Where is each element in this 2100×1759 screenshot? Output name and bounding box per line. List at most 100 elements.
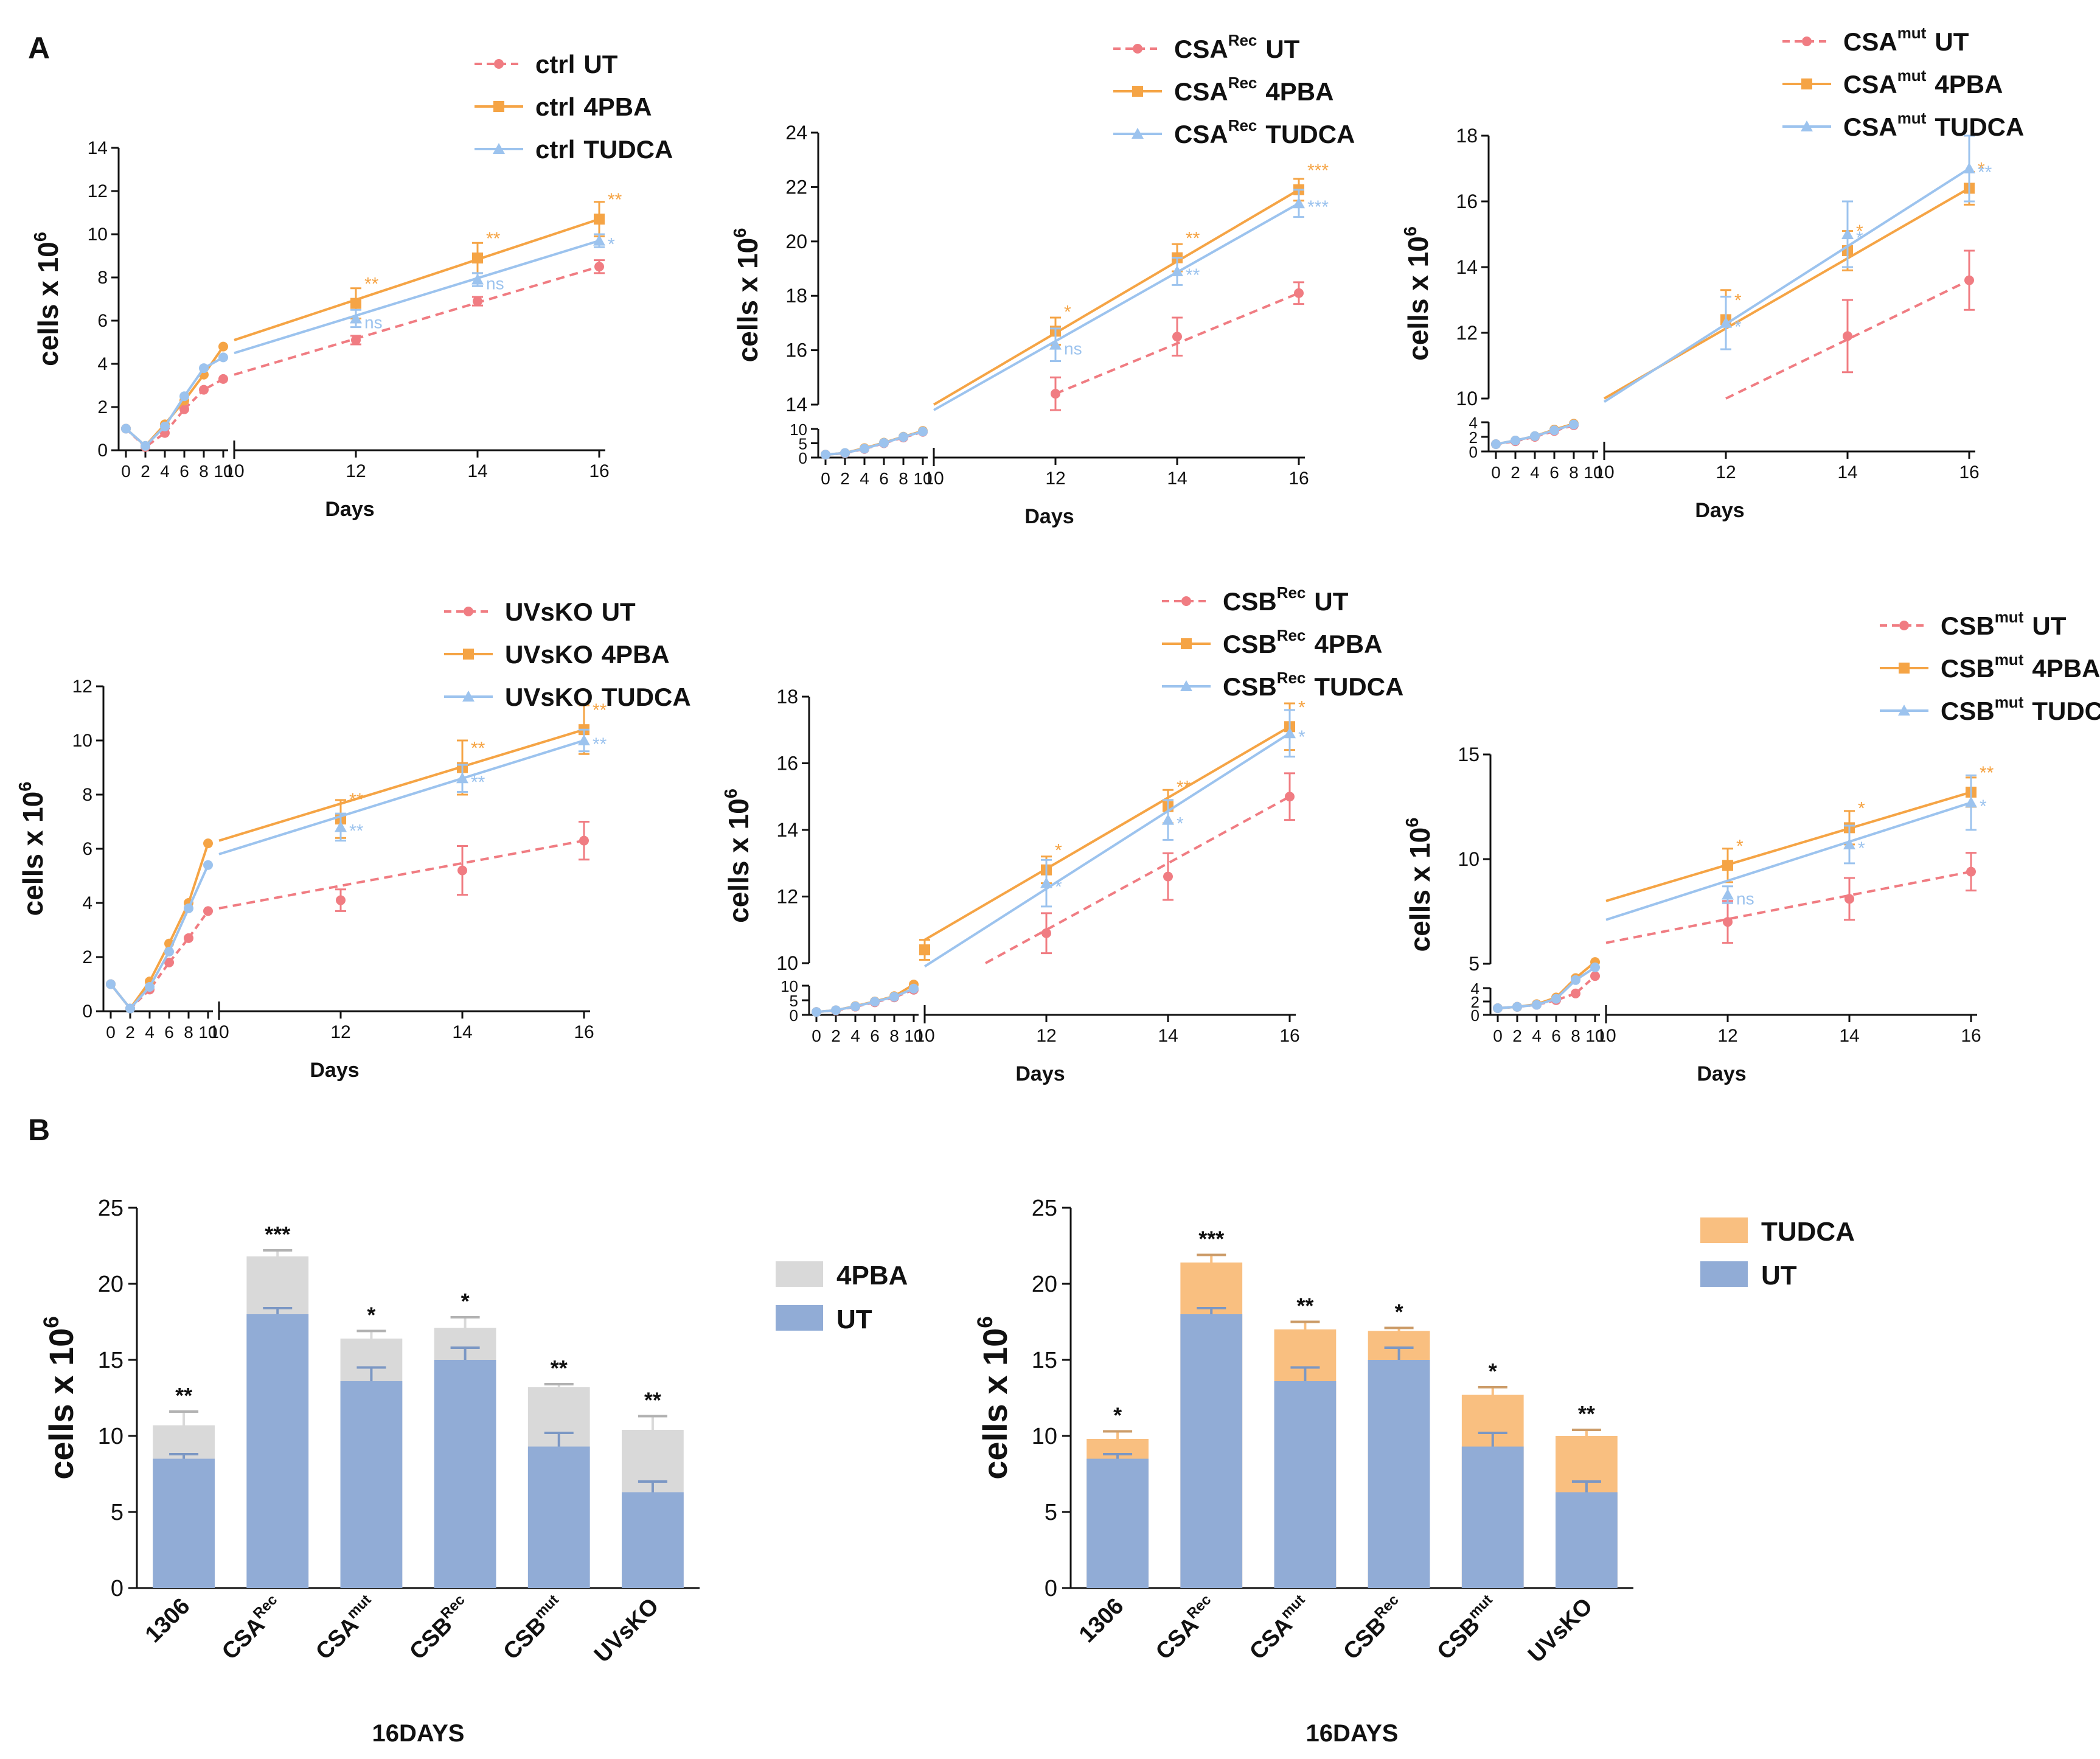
x-tick-label: 14 [1837,462,1857,482]
y-tick-label: 15 [98,1348,123,1373]
x-tick-label: 10 [1594,462,1614,482]
x-tick-label: 14 [467,461,487,481]
x-tick-label: 16 [589,461,609,481]
y-axis-label-sup: 6 [973,1316,997,1328]
y-axis-label: cells x 106 [1401,226,1434,361]
legend-suffix: 4PBA [1265,77,1333,106]
significance-label: * [1736,836,1744,856]
legend-sup: mut [1897,24,1927,42]
significance-label: ** [471,739,485,759]
x-tick-label: 10 [1584,463,1602,482]
significance-label: ** [364,274,379,294]
legend-prefix: CSA [1174,120,1228,148]
data-point-late-ut [579,835,589,846]
legend-suffix: TUDCA [1314,672,1403,701]
y-tick-label: 8 [82,785,92,805]
bar-ut [622,1492,684,1588]
y-tick-label-high: 22 [785,176,807,198]
data-point-late-ut [1041,928,1051,938]
data-point-early-tudca [812,1007,821,1017]
y-axis-label-sup: 6 [16,782,35,792]
significance-label: ** [471,772,485,792]
data-point-late-tudca [593,234,605,246]
data-point-early-tudca [145,981,155,992]
legend-marker-tudca [1132,128,1144,139]
data-point-early-tudca [821,450,830,460]
x-tick-label: 2 [1511,463,1520,482]
data-point-late-tudca [1171,265,1183,276]
x-tick-label: 8 [1569,463,1579,482]
y-axis-label-sup: 6 [1401,226,1420,236]
x-tick-label: 6 [164,1023,174,1042]
data-point-late-ut [1844,894,1854,904]
data-point-early-tudca [918,427,928,437]
category-label: CSBRec [1337,1592,1410,1665]
data-point-late-ut [594,262,604,272]
legend-suffix: UT [602,597,636,626]
data-point-early-tudca [1590,962,1600,972]
significance-label: * [608,235,615,255]
x-tick-label: 0 [821,469,830,488]
legend-suffix: UT [1935,27,1969,56]
series-line-early-4pba [125,346,224,448]
legend-marker-4pba [493,101,504,112]
y-tick-label: 0 [1471,1006,1479,1025]
data-point-late-tudca [1843,838,1855,849]
series-line-late-ut [234,265,600,376]
x-tick-label: 16 [1961,1026,1981,1046]
data-point-late-tudca [350,312,362,324]
legend-marker-4pba [1899,663,1910,674]
y-tick-label: 2 [1469,428,1478,447]
legend-suffix: TUDCA [2032,697,2100,725]
x-tick-label: 0 [106,1023,116,1042]
category-label: CSAmut [1243,1592,1316,1665]
x-tick-label: 10 [914,1026,934,1046]
x-tick-label: 0 [121,462,131,481]
x-tick-label: 4 [860,469,869,488]
data-point-early-tudca [160,421,170,431]
y-axis-label-base: cells x 10 [32,242,64,366]
y-tick-label-high: 14 [785,394,807,416]
data-point-early-ut [1571,988,1580,998]
x-tick-label: 10 [1596,1026,1616,1046]
y-tick-label: 10 [781,977,798,995]
data-point-late-4pba [1722,860,1733,871]
significance-label: ** [644,1388,661,1413]
data-point-late-tudca [578,734,590,745]
y-axis-label-base: cells x 10 [1404,827,1436,952]
y-tick-label: 5 [111,1500,123,1525]
significance-label: ** [593,700,607,720]
legend-marker-4pba [1181,638,1192,649]
legend-label-tudca: UVsKO TUDCA [505,683,691,711]
legend-suffix: UT [1314,587,1348,616]
data-point-early-tudca [889,992,899,1002]
data-point-late-tudca [471,273,484,285]
y-tick-label: 4 [97,354,108,374]
y-axis-label: cells x 106 [16,782,49,916]
data-point-early-tudca [106,979,116,989]
data-point-early-tudca [164,947,174,957]
legend-suffix: TUDCA [602,683,691,711]
significance-label: * [1395,1300,1403,1325]
y-tick-label: 10 [98,1424,123,1449]
significance-label: ** [1296,1294,1313,1318]
data-point-early-tudca [850,1001,860,1012]
x-tick-label: 8 [889,1026,899,1045]
legend-label-ut: UVsKO UT [505,597,636,626]
significance-label: * [1856,228,1863,248]
data-point-late-tudca [456,772,468,784]
x-tick-label: 12 [1045,468,1065,489]
data-point-late-tudca [1720,316,1732,328]
series-line-early-ut [1497,975,1596,1009]
legend-label-tudca: TUDCA [1761,1217,1855,1247]
x-axis-label: Days [1015,1062,1065,1085]
legend-sup: mut [1897,109,1927,127]
y-tick-label: 2 [82,947,92,967]
data-point-early-tudca [1551,994,1561,1004]
legend-label-4pba: UVsKO 4PBA [505,640,670,669]
